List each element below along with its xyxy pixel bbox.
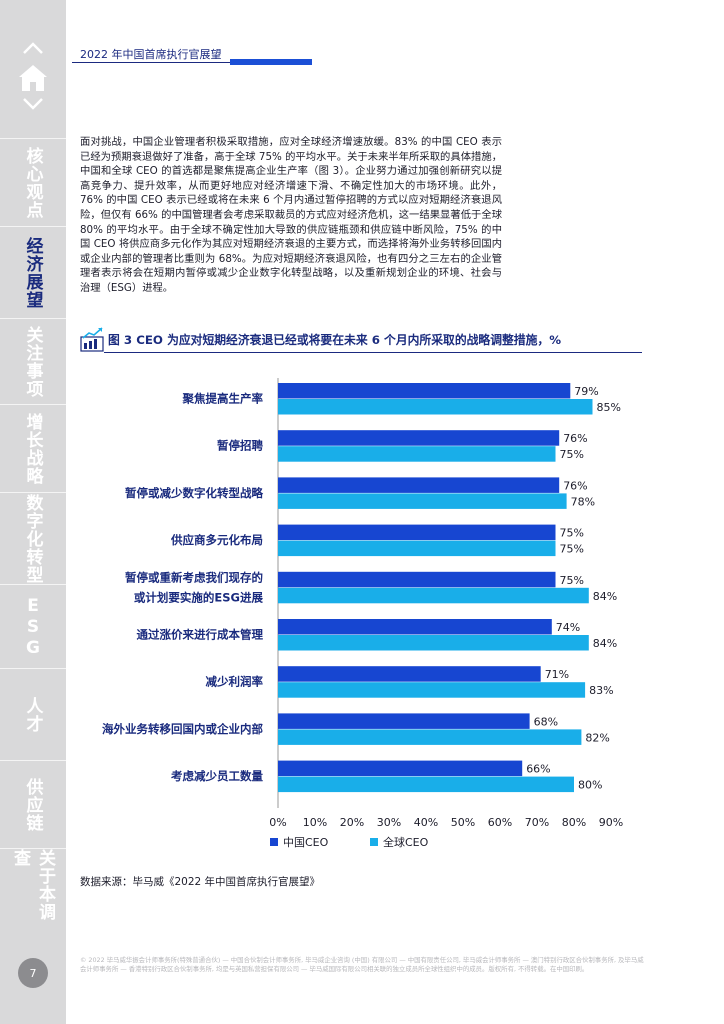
data-label: 82%	[585, 731, 609, 744]
legend-swatch	[370, 838, 378, 846]
bar-china	[278, 760, 523, 777]
sidebar-item-economic-outlook[interactable]: 经济展望	[0, 226, 66, 319]
bar-china	[278, 383, 571, 399]
category-label: 暂停招聘	[217, 439, 263, 453]
data-label: 71%	[545, 668, 569, 681]
sidebar-item-label: 数字化转型	[22, 494, 43, 584]
copyright-footer: © 2022 毕马威华振会计师事务所(特殊普通合伙) — 中国合伙制会计师事务所…	[80, 956, 644, 973]
category-label: 考虑减少员工数量	[171, 769, 263, 783]
x-tick-label: 50%	[451, 816, 475, 829]
data-label: 75%	[560, 574, 584, 587]
sidebar-item-label: 核心观点	[22, 147, 43, 219]
x-tick-label: 60%	[488, 816, 512, 829]
data-label: 80%	[578, 779, 602, 792]
data-label: 85%	[597, 401, 621, 414]
bar-global	[278, 635, 589, 651]
sidebar-item-label: ESG	[23, 595, 43, 659]
bar-china	[278, 430, 560, 446]
sidebar-item-supply-chain[interactable]: 供应链	[0, 760, 66, 849]
bar-global	[278, 493, 567, 509]
header-accent-bar	[230, 59, 312, 65]
sidebar-item-label: 人才	[22, 697, 43, 733]
category-label: 暂停或减少数字化转型战略	[125, 486, 263, 500]
sidebar-item-about-survey[interactable]: 关于本调查	[0, 848, 66, 937]
x-tick-label: 20%	[340, 816, 364, 829]
bar-global	[278, 729, 582, 745]
sidebar-item-talent[interactable]: 人才	[0, 668, 66, 761]
legend-label: 中国CEO	[283, 836, 329, 849]
sidebar-item-label: 关于本调查	[10, 849, 55, 921]
data-label: 83%	[589, 684, 613, 697]
bar-global	[278, 399, 593, 415]
page-header-title: 2022 年中国首席执行官展望	[80, 48, 222, 61]
category-label: 通过涨价来进行成本管理	[137, 628, 264, 642]
category-label: 减少利润率	[206, 675, 264, 689]
bar-china	[278, 713, 530, 729]
sidebar-item-growth-strategy[interactable]: 增长战略	[0, 404, 66, 493]
body-paragraph: 面对挑战，中国企业管理者积极采取措施，应对全球经济增速放缓。83% 的中国 CE…	[80, 136, 502, 294]
x-tick-label: 40%	[414, 816, 438, 829]
data-label: 75%	[560, 448, 584, 461]
x-tick-label: 0%	[269, 816, 286, 829]
data-label: 76%	[563, 432, 587, 445]
bar-global	[278, 682, 586, 698]
x-tick-label: 70%	[525, 816, 549, 829]
sidebar-item-label: 增长战略	[22, 413, 43, 485]
category-label: 海外业务转移回国内或企业内部	[102, 722, 263, 736]
data-label: 74%	[556, 621, 580, 634]
chart-icon	[80, 326, 106, 352]
data-label: 75%	[560, 543, 584, 556]
bar-global	[278, 540, 556, 557]
bar-global	[278, 776, 574, 793]
bar-china	[278, 619, 552, 635]
data-label: 84%	[593, 637, 617, 650]
bar-china	[278, 666, 541, 682]
bar-china	[278, 571, 556, 588]
data-label: 66%	[526, 763, 550, 776]
category-label: 供应商多元化布局	[170, 533, 263, 547]
category-label: 或计划要实施的ESG进展	[134, 590, 264, 604]
x-tick-label: 90%	[599, 816, 623, 829]
page-number: 7	[18, 958, 48, 988]
legend-label: 全球CEO	[383, 835, 429, 849]
data-label: 68%	[534, 715, 558, 728]
legend-swatch	[270, 838, 278, 846]
data-source: 数据来源：毕马威《2022 年中国首席执行官展望》	[80, 876, 321, 888]
sidebar-item-label: 供应链	[22, 778, 43, 832]
figure-title: 图 3 CEO 为应对短期经济衰退已经或将要在未来 6 个月内所采取的战略调整措…	[108, 333, 562, 347]
bar-china	[278, 477, 560, 493]
bar-china	[278, 524, 556, 541]
x-tick-label: 10%	[303, 816, 327, 829]
sidebar: 核心观点 经济展望 关注事项 增长战略 数字化转型 ESG 人才 供应链 关于本…	[0, 0, 66, 1024]
figure-divider	[104, 352, 642, 353]
sidebar-item-esg[interactable]: ESG	[0, 584, 66, 669]
category-label: 暂停或重新考虑我们现存的	[125, 570, 263, 584]
bar-global	[278, 587, 589, 604]
x-tick-label: 30%	[377, 816, 401, 829]
sidebar-item-label: 关注事项	[22, 326, 43, 398]
x-tick-label: 80%	[562, 816, 586, 829]
sidebar-item-digital-transformation[interactable]: 数字化转型	[0, 492, 66, 585]
chevron-up-icon[interactable]	[0, 40, 66, 60]
chevron-down-icon[interactable]	[0, 96, 66, 114]
header-divider	[72, 62, 230, 63]
category-label: 聚焦提高生产率	[182, 392, 264, 406]
sidebar-item-concerns[interactable]: 关注事项	[0, 318, 66, 405]
bar-global	[278, 446, 556, 462]
data-label: 84%	[593, 590, 617, 603]
sidebar-item-core-views[interactable]: 核心观点	[0, 138, 66, 227]
data-label: 75%	[560, 527, 584, 540]
data-label: 78%	[571, 495, 595, 508]
sidebar-item-label: 经济展望	[22, 237, 43, 309]
data-label: 76%	[563, 479, 587, 492]
home-icon[interactable]	[0, 64, 66, 94]
data-label: 79%	[574, 385, 598, 398]
